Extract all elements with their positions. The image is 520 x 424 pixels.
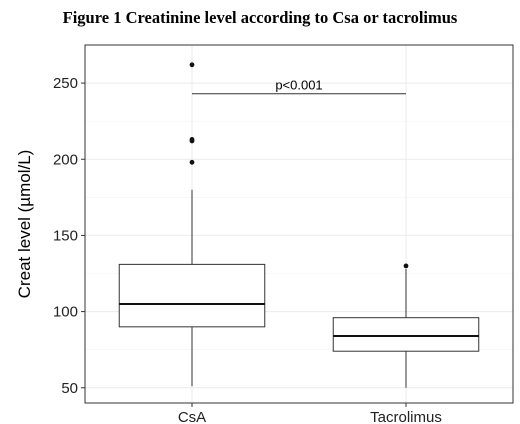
x-axis: CsA Tacrolimus (178, 403, 442, 424)
y-axis: 50 100 150 200 250 (53, 75, 85, 397)
y-tick-label: 200 (53, 151, 78, 168)
boxes (118, 62, 480, 388)
iqr-box (332, 317, 480, 352)
box-csa (118, 62, 266, 387)
x-tick-label: CsA (178, 409, 206, 424)
outlier-point (189, 62, 195, 68)
y-axis-label: Creat level (µmol/L) (15, 150, 34, 299)
y-tick-label: 50 (61, 380, 78, 397)
p-value-label: p<0.001 (275, 78, 322, 93)
y-tick-label: 250 (53, 75, 78, 92)
outlier-point (403, 263, 409, 269)
x-tick-label: Tacrolimus (370, 409, 442, 424)
iqr-box (118, 263, 266, 328)
y-tick-label: 150 (53, 227, 78, 244)
outlier-point (189, 137, 195, 142)
outlier-point (189, 159, 195, 165)
figure-title: Figure 1 Creatinine level according to C… (62, 8, 458, 27)
significance-annotation: p<0.001 (192, 78, 406, 95)
panel-border (84, 44, 514, 404)
box-tacrolimus (332, 263, 480, 388)
y-tick-label: 100 (53, 304, 78, 321)
